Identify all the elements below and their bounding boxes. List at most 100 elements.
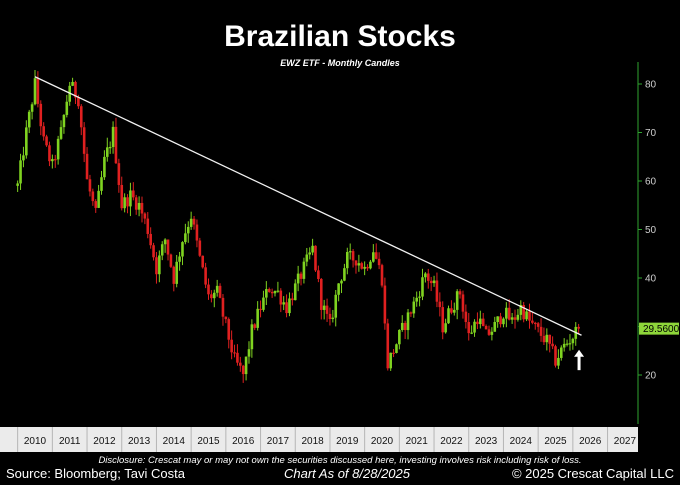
candle-body (522, 305, 525, 320)
x-tick-label: 2021 (406, 436, 429, 447)
candle-body (59, 127, 63, 139)
candle-body (510, 317, 514, 320)
candle-body (123, 197, 126, 209)
candle-body (481, 318, 485, 326)
candle-body (241, 365, 245, 375)
candle-body (476, 321, 479, 325)
candle-body (568, 343, 572, 345)
candle-body (85, 153, 89, 180)
candle-body (372, 252, 375, 262)
candle-body (169, 254, 173, 267)
x-tick-label: 2024 (510, 436, 533, 447)
candle-body (493, 322, 497, 332)
candle-body (334, 294, 338, 318)
candle-body (36, 78, 40, 104)
x-tick-label: 2020 (371, 436, 394, 447)
x-tick-label: 2013 (128, 436, 151, 447)
candle-body (386, 323, 390, 369)
candle-body (140, 202, 144, 214)
candle-body (531, 320, 534, 323)
candle-body (479, 318, 482, 325)
candle-body (562, 343, 566, 348)
candle-body (536, 323, 540, 327)
candle-body (250, 324, 254, 350)
candle-body (525, 311, 528, 320)
candle-body (100, 177, 103, 191)
candle-body (178, 256, 181, 262)
candle-body (279, 290, 283, 305)
candle-body (406, 312, 410, 331)
candle-body (340, 280, 343, 284)
last-price-tag: 29.5600 (639, 322, 680, 335)
candle-body (319, 278, 323, 310)
candle-body (424, 273, 427, 278)
candle-body (221, 297, 225, 317)
candle-body (426, 273, 430, 281)
candle-body (551, 343, 554, 347)
y-tick-label: 70 (645, 128, 657, 139)
x-tick-label: 2019 (336, 436, 359, 447)
candle-body (27, 111, 31, 128)
y-tick-label: 40 (645, 274, 657, 285)
candle-body (51, 159, 54, 162)
candle-body (94, 201, 98, 208)
candle-body (554, 346, 557, 366)
candle-body (62, 114, 66, 128)
candle-body (412, 301, 416, 314)
chart-title: Brazilian Stocks (224, 20, 456, 53)
candle-body (158, 255, 161, 275)
candle-body (195, 224, 199, 241)
copyright-text: © 2025 Crescat Capital LLC (512, 466, 674, 481)
candle-body (120, 184, 124, 209)
candle-body (505, 307, 508, 319)
candle-body (392, 352, 395, 354)
candle-body (450, 308, 453, 313)
candle-body (233, 352, 236, 354)
candle-body (528, 311, 531, 321)
candle-body (282, 302, 285, 305)
x-axis: 2010 2011 2012 2013 2014 2015 2016 2017 2018 2019… (0, 427, 638, 452)
candle-body (296, 273, 300, 284)
plot-area (16, 70, 585, 383)
candle-body (65, 101, 69, 115)
candle-body (455, 291, 459, 310)
candle-body (184, 233, 187, 243)
candle-body (198, 240, 202, 256)
candle-body (291, 298, 294, 301)
candle-body (348, 251, 352, 253)
candle-body (548, 334, 552, 344)
candle-body (432, 280, 436, 284)
candle-body (415, 297, 418, 302)
candle-body (105, 147, 109, 157)
candle-body (146, 218, 150, 234)
x-tick-label: 2023 (475, 436, 498, 447)
x-tick-label: 2026 (579, 436, 602, 447)
candle-body (186, 226, 190, 234)
trendline (34, 76, 582, 336)
y-tick-label: 20 (645, 371, 657, 382)
x-axis-band (0, 427, 638, 452)
candle-body (56, 138, 60, 160)
candle-body (152, 245, 155, 258)
candle-body (215, 285, 219, 293)
candle-body (129, 190, 132, 207)
candle-body (103, 156, 106, 178)
candle-body (539, 326, 543, 336)
candle-body (155, 257, 158, 275)
x-tick-label: 2025 (544, 436, 567, 447)
candle-body (181, 242, 184, 257)
candle-body (201, 255, 205, 268)
candle-body (516, 314, 520, 320)
candle-body (464, 311, 468, 323)
candle-body (126, 197, 129, 207)
candle-body (363, 266, 366, 269)
candle-body (322, 305, 326, 310)
candle-body (435, 280, 439, 302)
candle-body (519, 305, 523, 315)
candle-body (88, 179, 92, 192)
candle-body (346, 252, 349, 269)
candle-body (163, 239, 167, 245)
candle-body (473, 321, 476, 333)
